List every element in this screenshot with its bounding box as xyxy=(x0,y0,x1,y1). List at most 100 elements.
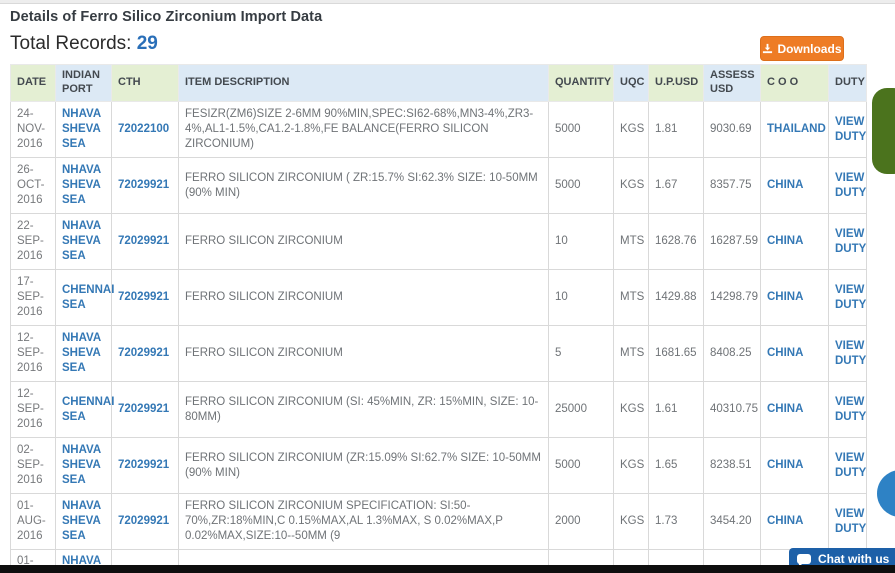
date-cell: 24-NOV-2016 xyxy=(10,101,56,158)
column-header-uqc: UQC xyxy=(613,64,649,102)
item-description: FESIZR(ZM6)SIZE 2-6MM 90%MIN,SPEC:SI62-6… xyxy=(178,101,549,158)
assess-usd-cell: 14298.79 xyxy=(703,269,761,326)
port-link[interactable]: NHAVA SHEVA SEA xyxy=(55,493,112,550)
item-description: FERRO SILICON ZIRCONIUM (SI: 45%MIN, ZR:… xyxy=(178,381,549,438)
view-duty-link[interactable]: VIEW DUTY xyxy=(828,381,867,438)
table-header-row: DATE INDIAN PORT CTH ITEM DESCRIPTION QU… xyxy=(10,64,867,102)
item-description: FERRO SILICON ZIRCONIUM SPECIFICATION: S… xyxy=(178,493,549,550)
port-link[interactable]: CHENNAI SEA xyxy=(55,269,114,326)
cth-link[interactable]: 72029921 xyxy=(111,157,179,214)
assess-usd-cell: 16287.59 xyxy=(703,213,761,270)
table-row: 12-SEP-2016 NHAVA SHEVA SEA 72029921 FER… xyxy=(10,325,867,382)
date-cell: 01-AUG-2016 xyxy=(10,493,56,550)
table-row: 22-SEP-2016 NHAVA SHEVA SEA 72029921 FER… xyxy=(10,213,867,270)
item-description: FERRO SILICON ZIRCONIUM ( ZR:15.7% SI:62… xyxy=(178,157,549,214)
view-duty-link[interactable]: VIEW DUTY xyxy=(828,493,867,550)
uqc-cell: KGS xyxy=(613,381,649,438)
unit-price-cell: 1429.88 xyxy=(648,269,704,326)
downloads-button[interactable]: Downloads xyxy=(760,36,844,61)
unit-price-cell: 1.81 xyxy=(648,101,704,158)
unit-price-cell: 1.61 xyxy=(648,381,704,438)
cth-link[interactable]: 72029921 xyxy=(111,325,179,382)
uqc-cell: KGS xyxy=(613,157,649,214)
view-duty-link[interactable]: VIEW DUTY xyxy=(828,437,867,494)
assess-usd-cell: 9030.69 xyxy=(703,101,761,158)
date-cell: 02-SEP-2016 xyxy=(10,437,56,494)
column-header-quantity: QUANTITY xyxy=(548,64,614,102)
cth-link[interactable]: 72029921 xyxy=(111,381,179,438)
quantity-cell: 25000 xyxy=(548,381,614,438)
table-row: 12-SEP-2016 CHENNAI SEA 72029921 FERRO S… xyxy=(10,381,867,438)
coo-link[interactable]: THAILAND xyxy=(760,101,829,158)
side-tab[interactable] xyxy=(872,88,895,174)
page-title: Details of Ferro Silico Zirconium Import… xyxy=(10,9,323,25)
cth-link[interactable]: 72029921 xyxy=(111,437,179,494)
chat-bubble-icon xyxy=(797,554,811,567)
import-data-table: DATE INDIAN PORT CTH ITEM DESCRIPTION QU… xyxy=(10,64,867,573)
port-link[interactable]: NHAVA SHEVA SEA xyxy=(55,437,112,494)
coo-link[interactable]: CHINA xyxy=(760,325,829,382)
item-description: FERRO SILICON ZIRCONIUM xyxy=(178,269,549,326)
cth-link[interactable]: 72029921 xyxy=(111,493,179,550)
unit-price-cell: 1681.65 xyxy=(648,325,704,382)
column-header-item-description: ITEM DESCRIPTION xyxy=(178,64,549,102)
view-duty-link[interactable]: VIEW DUTY xyxy=(828,101,867,158)
quantity-cell: 5000 xyxy=(548,437,614,494)
uqc-cell: KGS xyxy=(613,101,649,158)
coo-link[interactable]: CHINA xyxy=(760,269,829,326)
view-duty-link[interactable]: VIEW DUTY xyxy=(828,325,867,382)
item-description: FERRO SILICON ZIRCONIUM xyxy=(178,213,549,270)
column-header-date: DATE xyxy=(10,64,56,102)
table-row: 02-SEP-2016 NHAVA SHEVA SEA 72029921 FER… xyxy=(10,437,867,494)
port-link[interactable]: NHAVA SHEVA SEA xyxy=(55,213,112,270)
coo-link[interactable]: CHINA xyxy=(760,157,829,214)
view-duty-link[interactable]: VIEW DUTY xyxy=(828,157,867,214)
coo-link[interactable]: CHINA xyxy=(760,437,829,494)
unit-price-cell: 1.67 xyxy=(648,157,704,214)
view-duty-link[interactable]: VIEW DUTY xyxy=(828,269,867,326)
chat-bar-label: Chat with us xyxy=(818,552,890,566)
downloads-button-label: Downloads xyxy=(777,41,842,56)
date-cell: 22-SEP-2016 xyxy=(10,213,56,270)
assess-usd-cell: 8238.51 xyxy=(703,437,761,494)
port-link[interactable]: NHAVA SHEVA SEA xyxy=(55,101,112,158)
quantity-cell: 5000 xyxy=(548,101,614,158)
port-link[interactable]: NHAVA SHEVA SEA xyxy=(55,325,112,382)
cth-link[interactable]: 72029921 xyxy=(111,269,179,326)
column-header-assess-usd: ASSESS USD xyxy=(703,64,761,102)
total-records: Total Records: 29 xyxy=(10,33,158,55)
coo-link[interactable]: CHINA xyxy=(760,493,829,550)
assess-usd-cell: 3454.20 xyxy=(703,493,761,550)
chat-widget-button[interactable] xyxy=(877,470,895,517)
port-link[interactable]: CHENNAI SEA xyxy=(55,381,114,438)
table-row: 17-SEP-2016 CHENNAI SEA 72029921 FERRO S… xyxy=(10,269,867,326)
total-records-value: 29 xyxy=(136,33,158,54)
uqc-cell: MTS xyxy=(613,269,649,326)
column-header-duty: DUTY xyxy=(828,64,867,102)
date-cell: 12-SEP-2016 xyxy=(10,325,56,382)
coo-link[interactable]: CHINA xyxy=(760,213,829,270)
view-duty-link[interactable]: VIEW DUTY xyxy=(828,213,867,270)
quantity-cell: 5 xyxy=(548,325,614,382)
cth-link[interactable]: 72029921 xyxy=(111,213,179,270)
item-description: FERRO SILICON ZIRCONIUM xyxy=(178,325,549,382)
date-cell: 12-SEP-2016 xyxy=(10,381,56,438)
unit-price-cell: 1628.76 xyxy=(648,213,704,270)
download-icon xyxy=(762,43,773,54)
port-link[interactable]: NHAVA SHEVA SEA xyxy=(55,157,112,214)
date-cell: 26-OCT-2016 xyxy=(10,157,56,214)
item-description: FERRO SILICON ZIRCONIUM (ZR:15.09% SI:62… xyxy=(178,437,549,494)
chat-bar[interactable]: Chat with us xyxy=(789,548,895,570)
assess-usd-cell: 40310.75 xyxy=(703,381,761,438)
assess-usd-cell: 8408.25 xyxy=(703,325,761,382)
quantity-cell: 10 xyxy=(548,269,614,326)
bottom-bar xyxy=(0,565,895,573)
cth-link[interactable]: 72022100 xyxy=(111,101,179,158)
table-row: 26-OCT-2016 NHAVA SHEVA SEA 72029921 FER… xyxy=(10,157,867,214)
uqc-cell: KGS xyxy=(613,437,649,494)
uqc-cell: MTS xyxy=(613,325,649,382)
coo-link[interactable]: CHINA xyxy=(760,381,829,438)
total-records-label: Total Records: xyxy=(10,33,132,54)
unit-price-cell: 1.65 xyxy=(648,437,704,494)
